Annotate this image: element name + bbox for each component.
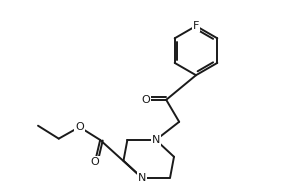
Text: O: O — [91, 157, 99, 167]
Text: N: N — [152, 135, 160, 145]
Text: O: O — [75, 122, 84, 132]
Text: F: F — [193, 21, 199, 31]
Text: O: O — [141, 95, 150, 105]
Text: N: N — [137, 172, 146, 182]
